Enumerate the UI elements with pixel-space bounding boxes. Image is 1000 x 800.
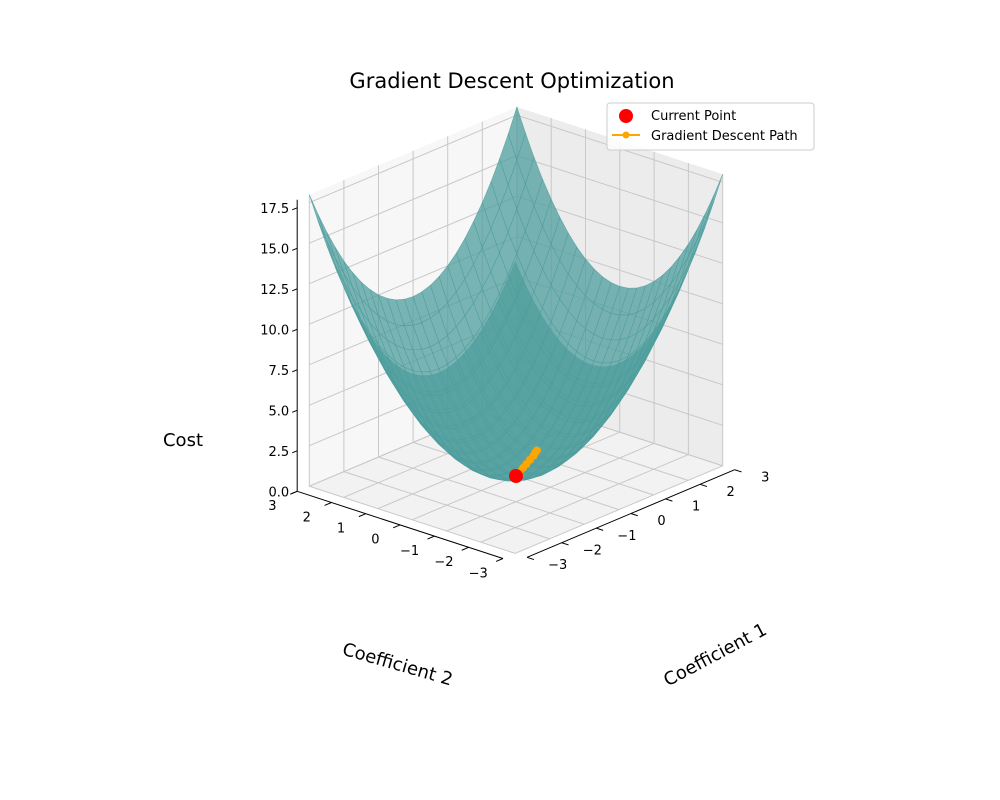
z-tick-mark — [292, 450, 298, 454]
y-tick-mark — [392, 524, 401, 529]
y-tick-label: 2 — [303, 510, 311, 525]
x-tick-label: −3 — [548, 558, 567, 573]
tick-labels: −3−2−10123−3−2−101230.02.55.07.510.012.5… — [260, 202, 769, 581]
current-point-marker — [509, 469, 523, 483]
cost-surface — [309, 106, 723, 482]
y-axis-label: Coefficient 2 — [340, 639, 455, 691]
z-tick-mark — [292, 207, 298, 211]
chart-title: Gradient Descent Optimization — [349, 69, 674, 93]
y-tick-label: 0 — [371, 533, 379, 548]
y-tick-mark — [427, 535, 435, 540]
x-tick-label: −1 — [617, 529, 636, 544]
legend: Current Point Gradient Descent Path — [606, 102, 815, 151]
x-tick-mark — [665, 498, 673, 502]
z-tick-mark — [292, 288, 298, 292]
path-point — [532, 446, 541, 455]
y-tick-label: 3 — [268, 499, 276, 514]
z-tick-label: 12.5 — [260, 283, 289, 298]
x-tick-label: 1 — [692, 500, 700, 515]
z-tick-mark — [292, 328, 298, 332]
y-tick-label: −2 — [434, 555, 453, 570]
legend-current-point-marker — [619, 109, 633, 123]
x-axis-label: Coefficient 1 — [660, 619, 770, 691]
z-tick-mark — [292, 490, 298, 494]
x-tick-mark — [596, 527, 604, 531]
y-tick-mark — [461, 546, 469, 551]
z-tick-mark — [292, 409, 298, 413]
y-tick-label: −3 — [469, 566, 488, 581]
z-tick-mark — [292, 247, 298, 251]
y-tick-label: 1 — [337, 521, 345, 536]
z-tick-label: 0.0 — [269, 485, 290, 500]
surface-patch — [506, 261, 525, 303]
y-tick-mark — [358, 513, 366, 518]
z-tick-mark — [292, 369, 298, 373]
x-tick-mark — [734, 469, 742, 473]
legend-frame — [606, 102, 815, 151]
z-tick-label: 7.5 — [269, 364, 290, 379]
gradient-descent-path — [509, 446, 541, 483]
legend-path-label: Gradient Descent Path — [651, 129, 798, 144]
legend-path-marker — [622, 131, 630, 139]
z-tick-label: 10.0 — [260, 323, 289, 338]
x-tick-mark — [526, 556, 535, 561]
z-tick-label: 2.5 — [269, 445, 290, 460]
y-tick-label: −1 — [400, 544, 419, 559]
x-tick-label: 3 — [761, 470, 769, 485]
x-tick-mark — [699, 483, 708, 488]
x-tick-label: 2 — [727, 485, 735, 500]
z-axis-label: Cost — [163, 430, 203, 451]
y-tick-mark — [324, 502, 332, 506]
z-tick-label: 17.5 — [260, 202, 289, 217]
z-tick-label: 5.0 — [269, 404, 290, 419]
z-tick-label: 15.0 — [260, 242, 289, 257]
x-tick-label: −2 — [583, 543, 602, 558]
legend-current-point-label: Current Point — [651, 109, 736, 124]
x-tick-mark — [561, 542, 569, 546]
x-tick-mark — [630, 513, 638, 517]
axis-lines — [290, 199, 742, 562]
y-tick-mark — [495, 558, 504, 562]
x-tick-label: 0 — [657, 514, 665, 529]
